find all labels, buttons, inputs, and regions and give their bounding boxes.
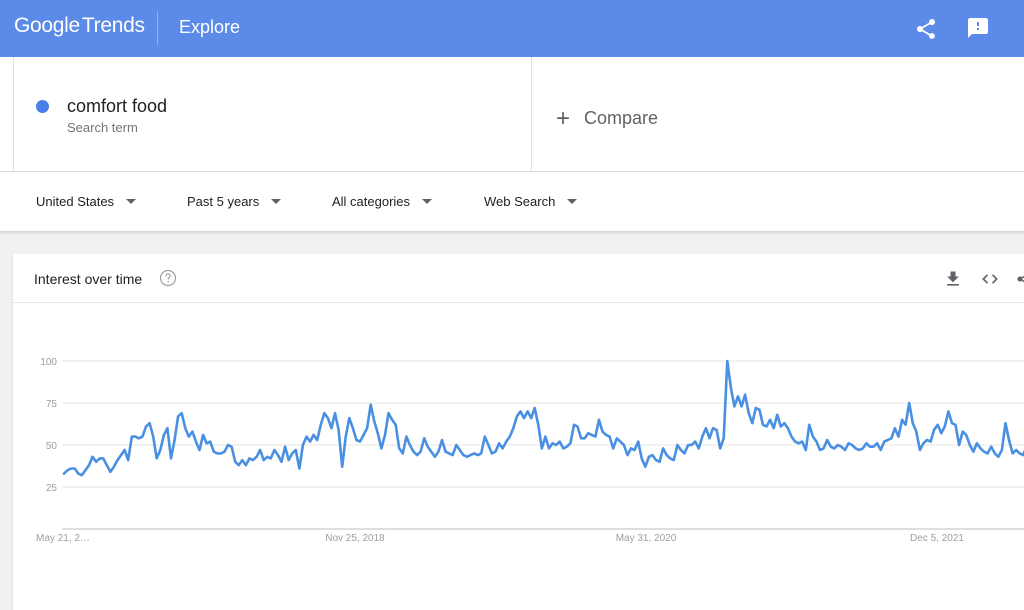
x-tick-label: May 21, 2… [36, 533, 90, 544]
help-icon[interactable] [159, 269, 177, 287]
logo-trends-text: Trends [81, 14, 145, 37]
x-tick-label: May 31, 2020 [616, 533, 677, 544]
search-type-label: Web Search [484, 194, 556, 209]
y-tick-label: 25 [46, 483, 58, 494]
y-tick-label: 100 [40, 357, 57, 368]
google-trends-logo[interactable]: GoogleTrends [14, 14, 145, 38]
card-header: Interest over time [13, 254, 1024, 303]
x-tick-label: Dec 5, 2021 [910, 533, 964, 544]
share-icon[interactable] [1015, 269, 1024, 289]
header-divider [157, 12, 158, 45]
dropdown-caret-icon [126, 199, 137, 204]
y-tick-label: 50 [46, 441, 58, 452]
dropdown-caret-icon [271, 199, 282, 204]
compare-label: Compare [584, 108, 659, 128]
y-tick-label: 75 [46, 399, 58, 410]
term-name[interactable]: comfort food [67, 96, 168, 116]
card-title: Interest over time [34, 271, 143, 287]
embed-icon[interactable] [979, 269, 1001, 289]
share-icon[interactable] [914, 17, 938, 41]
interest-over-time-card: Interest over time [13, 254, 1024, 610]
compare-button[interactable]: + Compare [556, 105, 658, 133]
filter-bar: United States Past 5 years All categorie… [0, 172, 1024, 232]
plus-icon: + [556, 105, 571, 132]
time-range-dropdown[interactable]: Past 5 years [187, 194, 282, 209]
category-dropdown[interactable]: All categories [332, 194, 433, 209]
series-line [62, 359, 1024, 477]
x-tick-label: Nov 25, 2018 [325, 533, 385, 544]
dropdown-caret-icon [422, 199, 433, 204]
time-range-label: Past 5 years [187, 194, 260, 209]
search-term-card[interactable]: comfort food Search term [13, 57, 532, 172]
term-color-dot [36, 100, 49, 113]
download-icon[interactable] [943, 269, 963, 289]
logo-google-text: Google [14, 14, 80, 37]
interest-over-time-chart[interactable]: 25 50 75 100 May 21, 2… Nov 25, 2018 May 31, 2… [0, 300, 1024, 560]
dropdown-caret-icon [567, 199, 578, 204]
page-title: Explore [179, 17, 241, 37]
term-type-label: Search term [67, 120, 138, 135]
search-type-dropdown[interactable]: Web Search [484, 194, 578, 209]
region-label: United States [36, 194, 115, 209]
feedback-icon[interactable] [966, 16, 990, 40]
category-label: All categories [332, 194, 411, 209]
search-terms-panel: comfort food Search term + Compare [0, 57, 1024, 172]
app-header: GoogleTrends Explore [0, 0, 1024, 57]
region-dropdown[interactable]: United States [36, 194, 137, 209]
